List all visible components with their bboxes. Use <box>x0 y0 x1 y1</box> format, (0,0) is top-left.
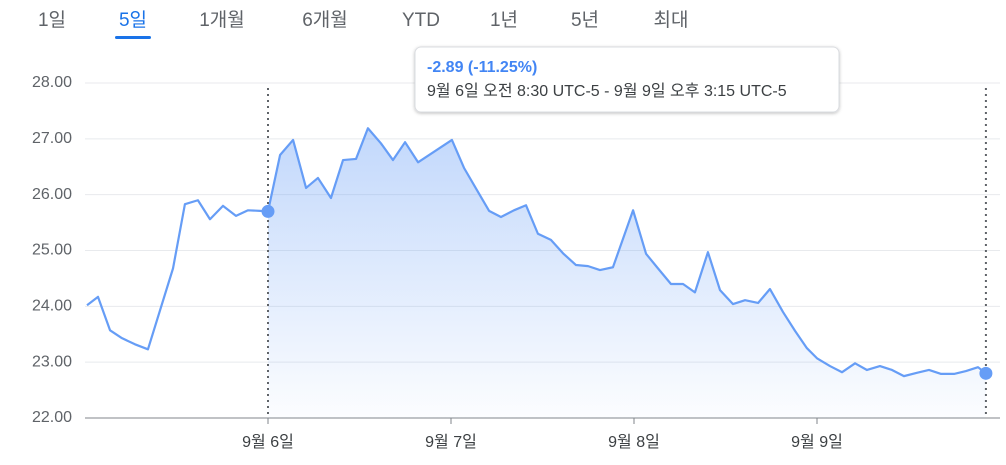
range-tab[interactable]: YTD <box>402 10 440 31</box>
x-tick-label: 9월 7일 <box>425 433 477 451</box>
tooltip-change: -2.89 (-11.25%) <box>427 59 537 76</box>
price-line <box>86 127 987 378</box>
tooltip: -2.89 (-11.25%) 9월 6일 오전 8:30 UTC-5 - 9월… <box>414 46 840 113</box>
range-tab[interactable]: 5년 <box>571 9 599 31</box>
selection-area <box>268 128 986 418</box>
y-tick-label: 26.00 <box>32 186 72 203</box>
range-tab[interactable]: 1개월 <box>199 9 245 31</box>
x-tick-label: 9월 9일 <box>791 433 843 451</box>
y-tick-label: 24.00 <box>32 298 72 315</box>
tab-underline <box>115 36 151 39</box>
range-tab[interactable]: 최대 <box>654 9 689 31</box>
range-tab[interactable]: 5일 <box>119 9 147 31</box>
range-tab[interactable]: 1년 <box>490 9 518 31</box>
x-tick-label: 9월 8일 <box>608 433 660 451</box>
selection-point <box>261 204 275 218</box>
range-tab[interactable]: 6개월 <box>302 9 348 31</box>
tooltip-box <box>414 46 840 113</box>
selection-point <box>979 366 993 380</box>
y-tick-label: 22.00 <box>32 409 72 426</box>
y-tick-label: 23.00 <box>32 353 72 370</box>
x-tick-label: 9월 6일 <box>242 433 294 451</box>
tooltip-range: 9월 6일 오전 8:30 UTC-5 - 9월 9일 오후 3:15 UTC-… <box>427 82 787 100</box>
y-tick-label: 27.00 <box>32 130 72 147</box>
range-tabs: 1일 5일 1개월 6개월 YTD 1년 5년 최대 <box>38 9 689 39</box>
y-tick-label: 28.00 <box>32 74 72 91</box>
plot: 22.00 23.00 24.00 25.00 26.00 27.00 28.00 9월 6일… <box>32 74 1000 451</box>
y-tick-label: 25.00 <box>32 242 72 259</box>
range-tab[interactable]: 1일 <box>38 9 66 31</box>
